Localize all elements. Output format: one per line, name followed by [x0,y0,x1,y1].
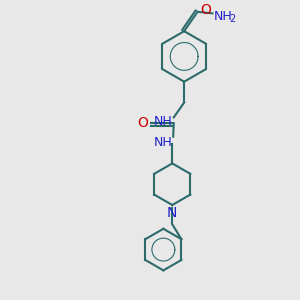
Text: NH: NH [214,10,232,23]
Text: O: O [138,116,148,130]
Text: NH: NH [154,136,172,149]
Text: NH: NH [154,115,172,128]
Text: N: N [167,206,178,220]
Text: O: O [200,3,211,17]
Text: 2: 2 [229,14,236,24]
